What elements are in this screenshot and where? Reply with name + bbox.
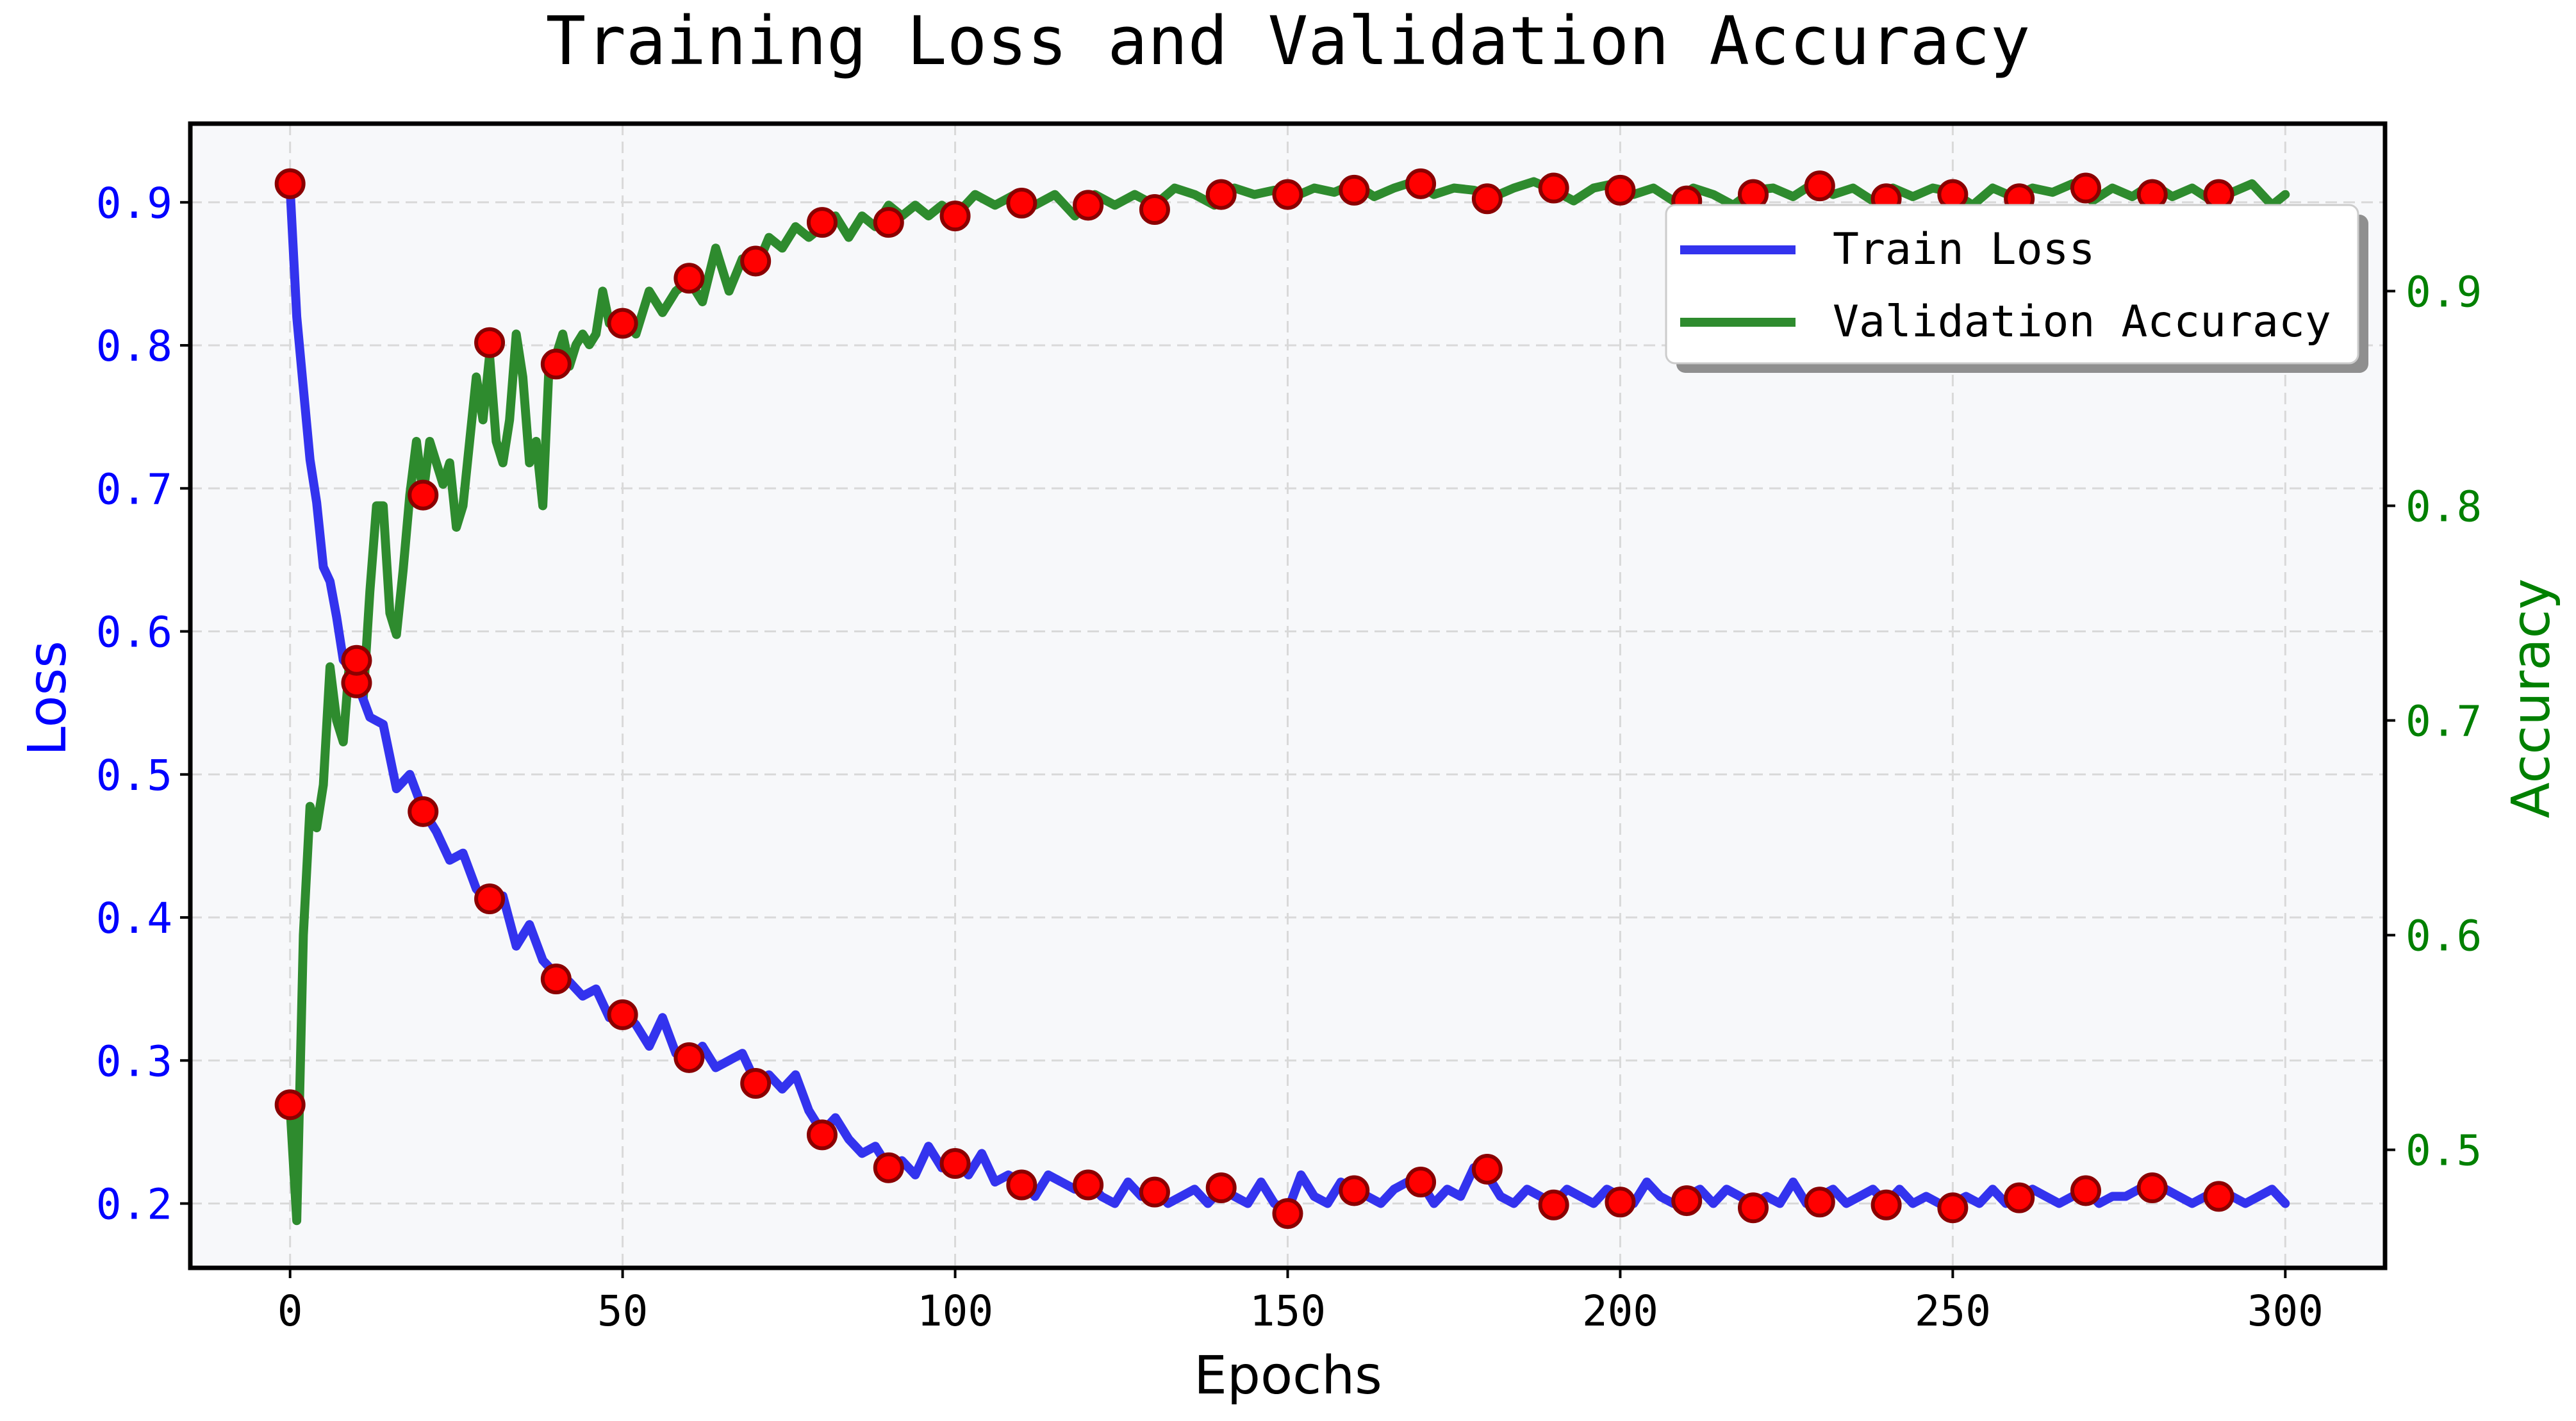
right-tick-label: 0.7 [2406,697,2482,746]
loss-marker [1405,1167,1437,1198]
loss-marker [1471,1153,1503,1185]
left-tick-label: 0.5 [96,751,172,800]
x-tick-label: 50 [597,1286,648,1336]
loss-marker [1738,1192,1769,1224]
accuracy-marker [806,207,838,238]
accuracy-marker [673,263,705,294]
loss-marker [673,1042,705,1073]
right-tick-label: 0.5 [2406,1126,2482,1176]
loss-marker [1139,1176,1170,1208]
x-axis-ticks: 0 50 100 150 200 250 300 [277,1268,2324,1336]
accuracy-marker [2070,172,2101,204]
loss-marker [2203,1181,2234,1212]
loss-marker [1538,1189,1569,1220]
accuracy-marker [1205,179,1237,210]
left-tick-label: 0.3 [96,1037,172,1086]
highlight-markers [274,168,2234,1229]
loss-marker [2070,1175,2101,1206]
left-axis-ticks: 0.2 0.3 0.4 0.5 0.6 0.7 0.8 0.9 [96,179,190,1229]
loss-marker [2004,1182,2035,1213]
legend-label-train-loss: Train Loss [1833,224,2095,275]
x-tick-label: 100 [917,1286,993,1336]
loss-marker [873,1152,904,1183]
loss-marker [1671,1185,1703,1217]
loss-marker [740,1068,772,1099]
loss-marker [607,999,638,1030]
loss-marker [408,796,439,827]
loss-marker [1339,1175,1370,1206]
accuracy-marker [607,308,638,339]
legend: Train Loss Validation Accuracy [1665,204,2368,373]
left-tick-label: 0.9 [96,179,172,228]
legend-box [1665,204,2359,365]
loss-marker [1073,1169,1104,1201]
left-tick-label: 0.8 [96,322,172,371]
chart-title: Training Loss and Validation Accuracy [546,2,2031,80]
accuracy-marker [873,207,904,238]
accuracy-marker [1937,179,1969,210]
left-tick-label: 0.4 [96,894,172,943]
loss-marker [1205,1172,1237,1203]
accuracy-marker [1471,183,1503,215]
x-axis-label: Epochs [1194,1345,1382,1406]
loss-marker [1272,1198,1303,1229]
accuracy-marker [1272,179,1303,210]
x-tick-label: 250 [1915,1286,1991,1336]
accuracy-marker [1738,179,1769,210]
accuracy-marker [274,1089,306,1121]
accuracy-marker [540,349,572,380]
accuracy-marker [1538,172,1569,204]
accuracy-marker [1006,187,1037,218]
accuracy-marker [2203,179,2234,210]
loss-marker [540,964,572,995]
x-tick-label: 0 [277,1286,303,1336]
loss-marker [1605,1187,1636,1218]
accuracy-marker [1139,194,1170,226]
left-tick-label: 0.2 [96,1180,172,1229]
accuracy-marker [1405,168,1437,199]
accuracy-marker [341,645,372,676]
left-tick-label: 0.6 [96,608,172,657]
loss-marker [939,1148,971,1179]
loss-marker [1804,1187,1835,1218]
loss-marker [1937,1192,1969,1224]
loss-marker [274,168,306,199]
accuracy-marker [474,327,506,358]
right-axis-ticks: 0.5 0.6 0.7 0.8 0.9 [2385,267,2482,1176]
right-tick-label: 0.8 [2406,482,2482,531]
right-tick-label: 0.9 [2406,267,2482,316]
x-tick-label: 300 [2247,1286,2324,1336]
right-tick-label: 0.6 [2406,912,2482,961]
accuracy-marker [939,201,971,232]
accuracy-marker [740,245,772,277]
legend-label-validation-accuracy: Validation Accuracy [1833,297,2331,347]
accuracy-marker [408,479,439,511]
loss-marker [2136,1172,2168,1203]
x-tick-label: 150 [1250,1286,1326,1336]
accuracy-marker [1605,174,1636,206]
left-tick-label: 0.7 [96,464,172,514]
accuracy-marker [1073,190,1104,221]
accuracy-marker [1804,170,1835,202]
loss-marker [806,1119,838,1151]
loss-marker [474,883,506,915]
left-axis-label: Loss [17,641,78,756]
x-tick-label: 200 [1582,1286,1658,1336]
right-axis-label: Accuracy [2501,579,2562,818]
loss-marker [1006,1169,1037,1201]
accuracy-marker [2136,179,2168,210]
accuracy-marker [1339,174,1370,206]
loss-marker [1870,1189,1902,1220]
